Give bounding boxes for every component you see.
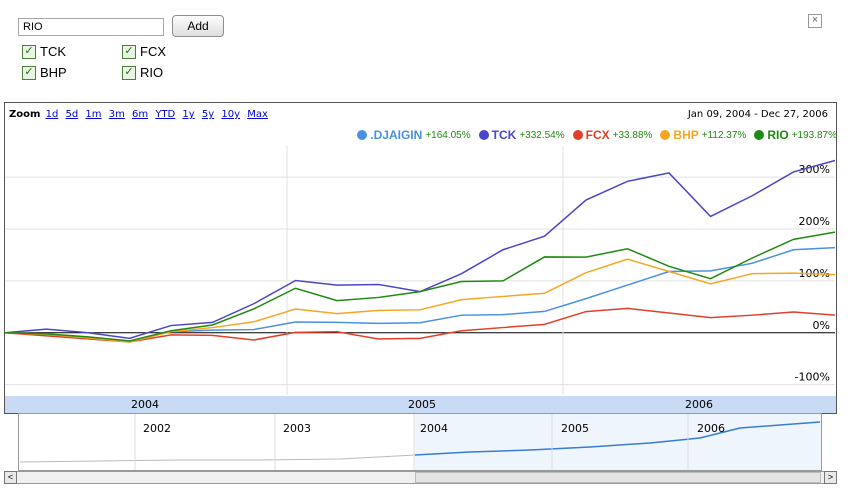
- check-icon[interactable]: ✓: [22, 65, 36, 80]
- check-icon[interactable]: ✓: [22, 44, 36, 59]
- checkbox-label: RIO: [140, 65, 164, 80]
- legend-name: BHP: [673, 128, 699, 142]
- zoom-6m[interactable]: 6m: [132, 109, 149, 120]
- series-line-fcx: [4, 307, 836, 343]
- add-button[interactable]: Add: [172, 15, 224, 37]
- navigator-selection[interactable]: [415, 414, 821, 470]
- legend-change: +112.37%: [701, 129, 747, 141]
- legend-name: TCK: [491, 128, 517, 142]
- zoom-ytd[interactable]: YTD: [155, 109, 176, 120]
- legend-item-tck[interactable]: TCK +332.54%: [478, 128, 565, 142]
- series-line-bhp: [4, 258, 836, 343]
- y-tick-label: 300%: [799, 163, 830, 176]
- zoom-1y[interactable]: 1y: [182, 109, 195, 120]
- zoom-label: Zoom: [9, 109, 41, 120]
- navigator-history-line: [19, 454, 416, 463]
- symbol-input[interactable]: [18, 18, 164, 36]
- check-icon[interactable]: ✓: [122, 44, 136, 59]
- scrollbar-thumb[interactable]: [415, 472, 821, 483]
- checkbox-label: FCX: [140, 44, 166, 59]
- scroll-left-icon[interactable]: <: [4, 471, 17, 484]
- symbol-panel: [0, 0, 850, 100]
- zoom-5d[interactable]: 5d: [65, 109, 79, 120]
- scroll-right-icon[interactable]: >: [824, 471, 837, 484]
- year-label: 2005: [408, 398, 436, 411]
- legend-change: +33.88%: [612, 129, 653, 141]
- nav-year-label: 2003: [283, 422, 311, 435]
- series-dot-icon: [754, 130, 765, 140]
- navigator-selected-line: [414, 421, 821, 456]
- y-tick-label: 0%: [813, 319, 830, 332]
- legend-change: +332.54%: [519, 129, 565, 141]
- nav-year-label: 2004: [420, 422, 448, 435]
- year-label: 2006: [685, 398, 713, 411]
- zoom-1d[interactable]: 1d: [45, 109, 59, 120]
- checkbox-fcx[interactable]: ✓ FCX: [122, 44, 166, 59]
- close-icon[interactable]: ×: [808, 14, 822, 28]
- chart-legend: .DJAIGIN +164.05% TCK +332.54% FCX +33.8…: [357, 128, 837, 142]
- series-dot-icon: [660, 130, 671, 140]
- year-label: 2004: [131, 398, 159, 411]
- series-dot-icon: [478, 130, 489, 140]
- y-tick-label: -100%: [795, 371, 830, 384]
- checkbox-label: BHP: [40, 65, 67, 80]
- year-bar: [5, 396, 836, 413]
- checkbox-label: TCK: [40, 44, 66, 59]
- zoom-3m[interactable]: 3m: [108, 109, 125, 120]
- checkbox-rio[interactable]: ✓ RIO: [122, 65, 163, 80]
- zoom-max[interactable]: Max: [247, 109, 268, 120]
- legend-name: .DJAIGIN: [370, 128, 423, 142]
- zoom-bar: Zoom 1d 5d 1m 3m 6m YTD 1y 5y 10y Max: [9, 109, 272, 120]
- legend-change: +164.05%: [425, 129, 471, 141]
- checkbox-bhp[interactable]: ✓ BHP: [22, 65, 67, 80]
- y-tick-label: 200%: [799, 215, 830, 228]
- checkbox-tck[interactable]: ✓ TCK: [22, 44, 66, 59]
- legend-item-djaigin[interactable]: .DJAIGIN +164.05%: [357, 128, 471, 142]
- legend-item-rio[interactable]: RIO +193.87%: [754, 128, 837, 142]
- zoom-10y[interactable]: 10y: [221, 109, 241, 120]
- zoom-1m[interactable]: 1m: [85, 109, 102, 120]
- date-range: Jan 09, 2004 - Dec 27, 2006: [687, 109, 828, 120]
- legend-name: RIO: [767, 128, 789, 142]
- series-dot-icon: [357, 130, 368, 140]
- legend-change: +193.87%: [791, 129, 837, 141]
- legend-name: FCX: [585, 128, 610, 142]
- nav-year-label: 2006: [697, 422, 725, 435]
- legend-item-fcx[interactable]: FCX +33.88%: [572, 128, 653, 142]
- series-dot-icon: [572, 130, 583, 140]
- series-line-rio: [4, 231, 836, 342]
- check-icon[interactable]: ✓: [122, 65, 136, 80]
- legend-item-bhp[interactable]: BHP +112.37%: [660, 128, 746, 142]
- nav-year-label: 2002: [143, 422, 171, 435]
- zoom-5y[interactable]: 5y: [201, 109, 215, 120]
- nav-year-label: 2005: [561, 422, 589, 435]
